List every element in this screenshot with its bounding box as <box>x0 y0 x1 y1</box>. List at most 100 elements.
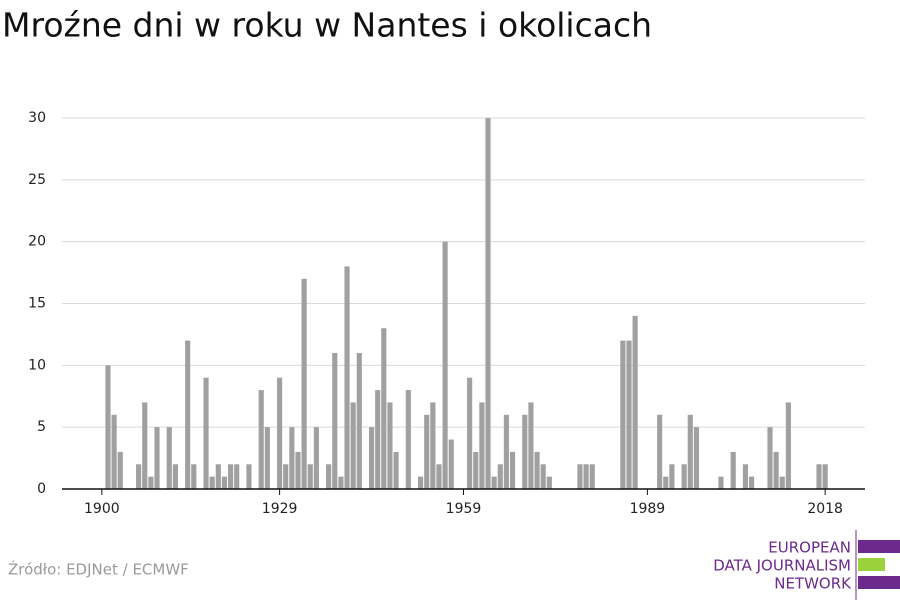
bar <box>136 464 142 489</box>
logo-text: NETWORK <box>774 575 852 593</box>
bar <box>258 390 264 489</box>
bar <box>436 464 442 489</box>
x-tick-label: 2018 <box>807 501 843 517</box>
chart-title: Mroźne dni w roku w Nantes i okolicach <box>2 6 652 45</box>
bar <box>822 464 828 489</box>
bar <box>283 464 289 489</box>
bar <box>172 464 178 489</box>
source: Źródło: EDJNet / ECMWF <box>8 560 189 579</box>
bar <box>209 476 215 489</box>
bar <box>534 451 540 489</box>
bar <box>663 476 669 489</box>
logo-text: EUROPEAN <box>768 539 851 557</box>
bar <box>473 451 479 489</box>
bar <box>111 414 117 489</box>
bar <box>773 451 779 489</box>
bar <box>405 390 411 489</box>
bar <box>669 464 675 489</box>
bar <box>767 427 773 489</box>
bar <box>295 451 301 489</box>
y-tick-label: 0 <box>37 481 46 497</box>
bar <box>528 402 534 489</box>
bar <box>264 427 270 489</box>
bar <box>246 464 252 489</box>
bar <box>448 439 454 489</box>
bar <box>313 427 319 489</box>
bar <box>191 464 197 489</box>
bar <box>375 390 381 489</box>
bar <box>485 118 491 489</box>
bar <box>381 328 387 489</box>
bar <box>356 352 362 489</box>
bar <box>203 377 209 489</box>
bar <box>307 464 313 489</box>
bar <box>785 402 791 489</box>
bar <box>289 427 295 489</box>
bar <box>332 352 338 489</box>
bar <box>730 451 736 489</box>
bar <box>424 414 430 489</box>
bar <box>142 402 148 489</box>
logo-text: DATA JOURNALISM <box>713 557 851 575</box>
x-tick-label: 1929 <box>262 501 298 517</box>
x-tick-label: 1959 <box>446 501 482 517</box>
bar <box>467 377 473 489</box>
bar <box>418 476 424 489</box>
logo-bar <box>858 558 885 571</box>
bar <box>509 451 516 489</box>
bar <box>430 402 436 489</box>
bar <box>234 464 240 489</box>
bar <box>326 464 332 489</box>
y-tick-label: 30 <box>28 110 46 126</box>
bar <box>387 402 393 489</box>
bar <box>540 464 546 489</box>
bar <box>442 241 448 489</box>
bar <box>681 464 687 489</box>
bar <box>620 340 626 489</box>
y-tick-label: 20 <box>28 234 46 250</box>
bar <box>632 315 638 489</box>
bar <box>227 464 234 489</box>
bar <box>277 377 283 489</box>
bar <box>368 427 375 489</box>
bar <box>344 266 350 489</box>
y-tick-label: 25 <box>28 172 46 188</box>
bar <box>393 451 399 489</box>
logo-bar <box>858 576 900 589</box>
bar <box>687 414 693 489</box>
bar <box>185 340 191 489</box>
bar <box>221 476 228 489</box>
bar <box>503 414 509 489</box>
bar <box>479 402 485 489</box>
bar <box>166 427 172 489</box>
y-tick-label: 10 <box>28 357 46 373</box>
bar <box>301 278 307 489</box>
y-tick-label: 5 <box>37 419 46 435</box>
logo-bar <box>858 540 900 553</box>
bar <box>546 476 552 489</box>
bar <box>154 427 160 489</box>
bar <box>626 340 632 489</box>
bar <box>117 451 123 489</box>
bar <box>105 365 111 489</box>
bar <box>816 464 822 489</box>
bar <box>583 464 589 489</box>
bar <box>779 476 785 489</box>
bar <box>718 476 724 489</box>
bar <box>350 402 356 489</box>
bar <box>749 476 755 489</box>
bar <box>577 464 583 489</box>
bar <box>742 464 749 489</box>
bar <box>589 464 595 489</box>
bar <box>497 464 503 489</box>
bar <box>338 476 344 489</box>
x-tick-label: 1989 <box>630 501 666 517</box>
bar <box>148 476 154 489</box>
bar <box>657 414 663 489</box>
x-tick-label: 1900 <box>84 501 120 517</box>
y-tick-label: 15 <box>28 296 46 312</box>
bar <box>522 414 528 489</box>
bar <box>491 476 497 489</box>
